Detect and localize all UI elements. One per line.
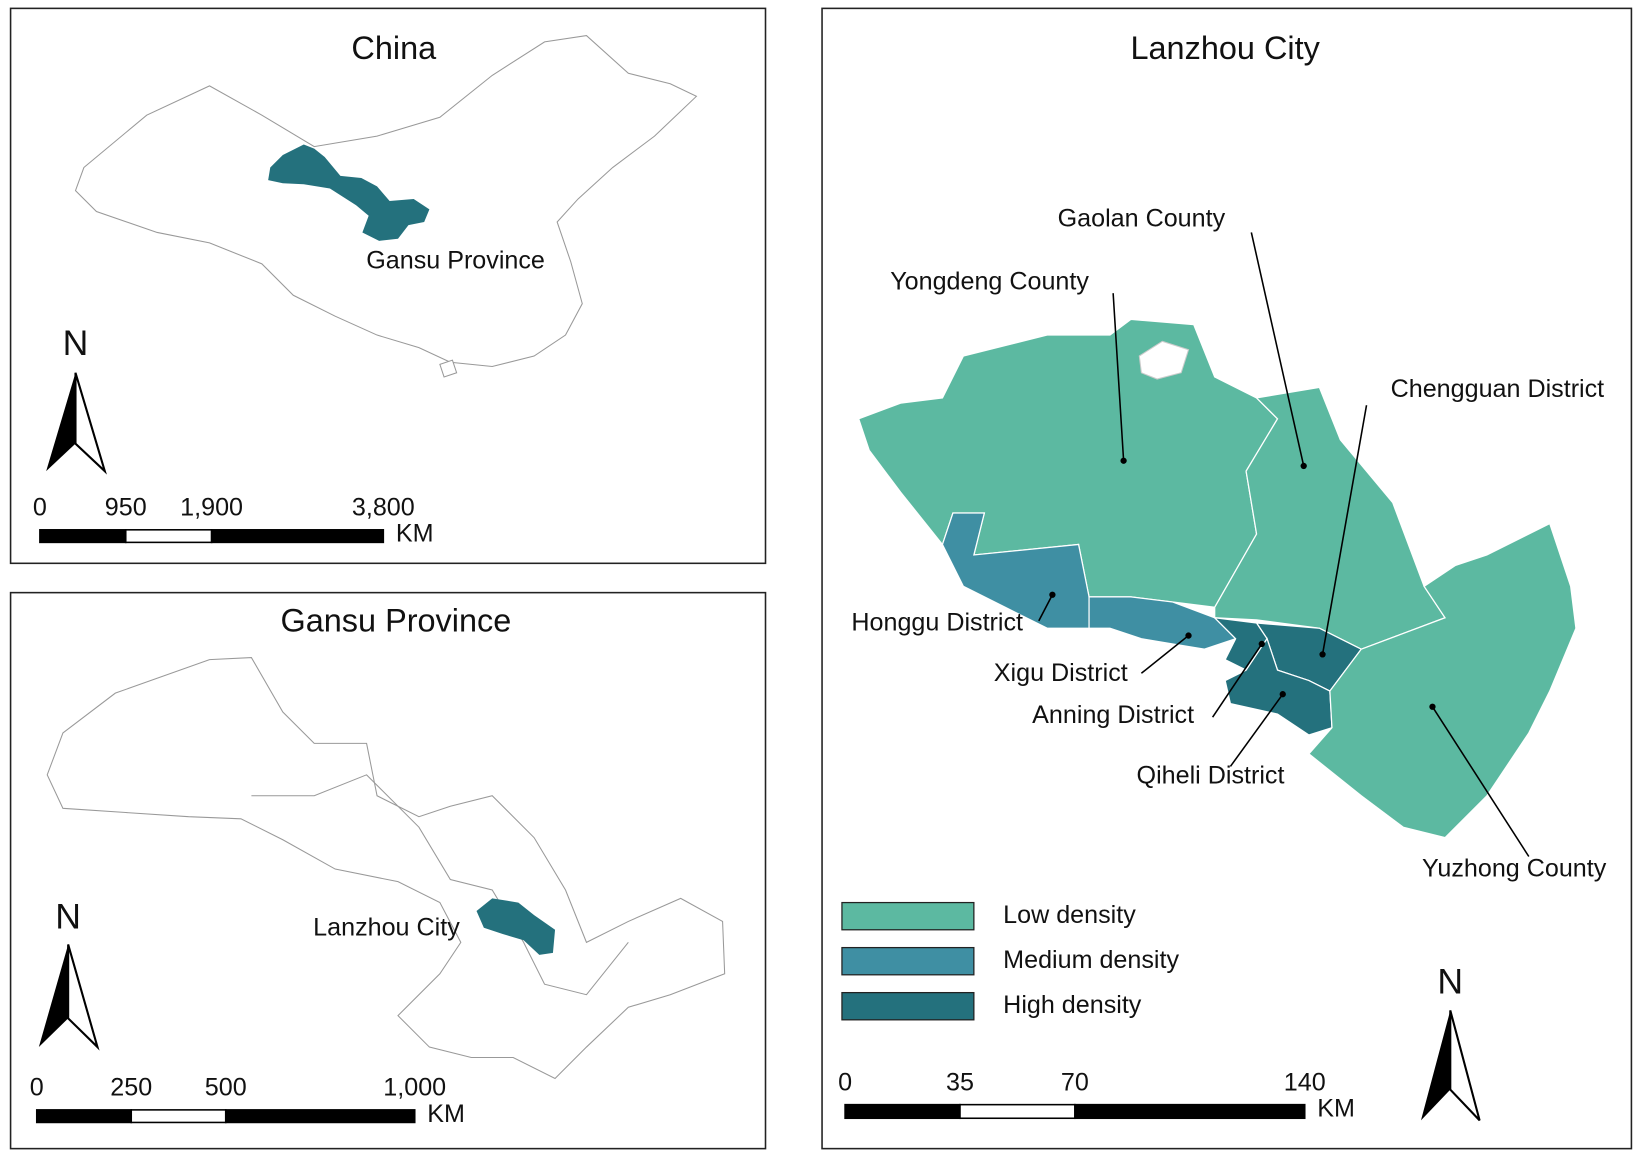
map-hole	[1138, 340, 1190, 380]
north-arrow	[38, 944, 69, 1048]
leader-line	[1431, 706, 1530, 857]
district-label: Yuzhong County	[1422, 855, 1607, 883]
panel-frame	[821, 7, 1633, 1150]
scale-tick-label: 0	[838, 1068, 852, 1096]
panel-frame	[9, 7, 767, 565]
region-label: Gansu Province	[366, 246, 545, 274]
district-point	[1319, 651, 1326, 658]
panel-title: China	[351, 30, 437, 66]
scale-unit: KM	[1317, 1095, 1355, 1123]
leader-line	[1038, 594, 1054, 622]
gansu-outline	[46, 657, 726, 1080]
scale-tick-label: 1,000	[383, 1074, 446, 1102]
scale-tick-label: 1,900	[180, 494, 243, 522]
legend-label: High density	[1003, 991, 1142, 1019]
legend-swatch	[841, 946, 975, 976]
north-label: N	[55, 897, 81, 937]
leader-line	[1229, 693, 1284, 767]
north-label: N	[1437, 962, 1463, 1002]
district-label: Chengguan District	[1391, 375, 1605, 403]
district-label: Honggu District	[851, 609, 1023, 637]
region-label: Lanzhou City	[313, 913, 460, 941]
scale-unit: KM	[396, 520, 434, 548]
north-arrow	[74, 372, 107, 475]
district	[1308, 522, 1577, 839]
scale-tick-label: 500	[205, 1074, 247, 1102]
district	[1088, 596, 1237, 650]
district-point	[1279, 691, 1286, 698]
scale-segment	[1074, 1103, 1306, 1120]
scale-unit: KM	[427, 1100, 465, 1128]
scale-segment	[39, 529, 127, 544]
north-arrow	[46, 372, 76, 472]
scale-tick-label: 250	[110, 1074, 152, 1102]
district-label: Anning District	[1032, 701, 1194, 729]
north-arrow	[1420, 1010, 1451, 1121]
scale-segment	[210, 529, 385, 544]
panel-title: Lanzhou City	[1130, 30, 1320, 66]
legend-label: Medium density	[1003, 946, 1179, 974]
district-point	[1049, 591, 1056, 598]
scale-tick-label: 35	[946, 1068, 974, 1096]
leader-line	[1250, 232, 1305, 467]
district-point	[1429, 703, 1436, 710]
leader-line	[1112, 293, 1125, 461]
leader-line	[1140, 634, 1190, 674]
scale-segment	[124, 529, 213, 544]
lanzhou-highlight	[476, 898, 556, 955]
panel-frame	[9, 591, 767, 1150]
scale-tick-label: 950	[105, 494, 147, 522]
district-point	[1120, 457, 1127, 464]
district-label: Qiheli District	[1137, 762, 1285, 790]
scale-tick-label: 0	[30, 1074, 44, 1102]
panel-title: Gansu Province	[280, 603, 511, 639]
leader-line	[1211, 643, 1263, 718]
scale-tick-label: 140	[1284, 1068, 1326, 1096]
scale-segment	[35, 1109, 133, 1124]
scale-tick-label: 70	[1061, 1068, 1089, 1096]
district-point	[1300, 462, 1307, 470]
legend-label: Low density	[1003, 901, 1136, 929]
north-label: N	[63, 323, 89, 363]
legend-swatch	[841, 901, 975, 931]
district-point	[1185, 632, 1192, 639]
hainan-outline	[439, 359, 458, 378]
admin-boundary	[251, 774, 629, 996]
scale-tick-label: 3,800	[352, 494, 415, 522]
district-point	[1258, 640, 1265, 648]
scale-tick-label: 0	[33, 494, 47, 522]
district-label: Yongdeng County	[890, 267, 1089, 295]
leader-line	[1321, 405, 1368, 655]
north-arrow	[1449, 1010, 1481, 1122]
district-label: Gaolan County	[1058, 205, 1226, 233]
district-layer	[857, 318, 1577, 839]
scale-segment	[130, 1109, 227, 1124]
scale-segment	[959, 1103, 1076, 1120]
district-label: Xigu District	[994, 659, 1128, 687]
scale-segment	[844, 1103, 961, 1120]
scale-segment	[224, 1109, 416, 1124]
gansu-highlight	[268, 144, 430, 241]
north-arrow	[67, 944, 100, 1051]
legend-swatch	[841, 991, 975, 1021]
